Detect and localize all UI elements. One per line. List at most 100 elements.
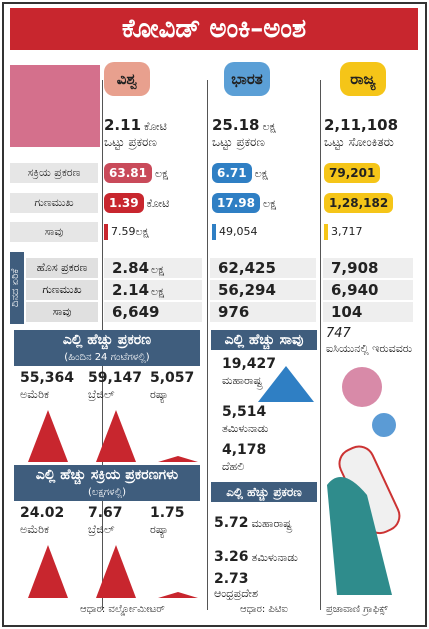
unit: ಲಕ್ಷ [262, 197, 277, 210]
daily-value: 6,940 [323, 280, 413, 300]
daily-value: 2.84 ಲಕ್ಷ [104, 258, 202, 278]
value: 62,425 [218, 259, 276, 277]
daily-value: 62,425 [210, 258, 316, 278]
total-label: ಒಟ್ಟು ಪ್ರಕರಣ [212, 135, 265, 149]
total-unit: ಲಕ್ಷ [262, 120, 276, 133]
column-total: 2,11,108 [324, 116, 398, 134]
cell: 1.39 ಕೋಟಿ [104, 193, 169, 213]
virus-illustration [327, 367, 401, 595]
value: 104 [331, 303, 363, 321]
item-value: 7.67 [88, 505, 123, 521]
item-value: 3.26 [214, 549, 249, 565]
cell: 1,28,182 [324, 193, 396, 213]
cell: 63.81 ಲಕ್ಷ [104, 163, 168, 183]
section-subtitle: (ಲಕ್ಷಗಳಲ್ಲಿ) [14, 485, 200, 501]
triangle [258, 366, 314, 402]
item-place: ಬ್ರೆಜಿಲ್ [88, 388, 115, 401]
item-place: ರಷ್ಯಾ [150, 523, 169, 536]
icu-label: ಐಸಿಯುನಲ್ಲಿ ಇರುವವರು [326, 342, 413, 355]
item-value: 2.73 [214, 571, 249, 587]
glove [327, 477, 392, 595]
item-place: ತಮಿಳುನಾಡು [251, 551, 298, 564]
column-divider [320, 80, 321, 610]
item-place: ರಷ್ಯಾ [150, 388, 169, 401]
item-place: ಬ್ರೆಜಿಲ್ [88, 523, 115, 536]
value: 2.14 [112, 281, 150, 299]
icu-value: 747 [326, 326, 351, 341]
row-label: ಸಾವು [10, 222, 98, 242]
column-total: 25.18 ಲಕ್ಷ [212, 116, 276, 134]
value-bar [324, 224, 328, 240]
daily-value: 976 [210, 302, 316, 322]
item-place: ಮಹಾರಾಷ್ಟ್ರ [222, 374, 263, 387]
value: 56,294 [218, 281, 276, 299]
value: 976 [218, 303, 250, 321]
item-place: ಮಹಾರಾಷ್ಟ್ರ [251, 517, 292, 530]
daily-row-label: ಹೊಸ ಪ್ರಕರಣ [26, 258, 98, 278]
value-bar: 6.71 [212, 163, 252, 183]
column-header: ವಿಶ್ವ [104, 62, 150, 96]
item-value: 1.75 [150, 505, 185, 521]
item-value: 5,514 [222, 404, 267, 420]
column-header: ರಾಜ್ಯ [340, 62, 386, 96]
item: 2.73 ಆಂಧ್ರಪ್ರದೇಶ [214, 568, 258, 601]
value: 49,054 [219, 225, 258, 238]
item-value: 4,178 [222, 442, 267, 458]
unit: ಕೋಟಿ [146, 197, 170, 210]
total-value: 2,11,108 [324, 116, 399, 134]
source: ಆಧಾರ: ವರ್ಲ್ಡೋಮೀಟರ್ [80, 604, 165, 615]
unit: ಲಕ್ಷ [254, 167, 268, 180]
triangle [158, 592, 198, 598]
value: 7,908 [331, 259, 379, 277]
total-value: 2.11 [104, 116, 142, 134]
row-label: ಗುಣಮುಖ [10, 193, 98, 213]
value-bar: 63.81 [104, 163, 152, 183]
daily-row-label: ಸಾವು [26, 302, 98, 322]
daily-value: 7,908 [323, 258, 413, 278]
daily-row-label: ಗುಣಮುಖ [26, 280, 98, 300]
item-place: ಅಮೆರಿಕ [20, 523, 49, 536]
pink-block [10, 65, 100, 147]
item-place: ದೆಹಲಿ [222, 460, 245, 473]
daily-value: 104 [323, 302, 413, 322]
virus [342, 367, 382, 407]
virus [372, 413, 396, 437]
value: 6,940 [331, 281, 379, 299]
value-bar: 79,201 [324, 163, 381, 183]
triangle [28, 410, 68, 462]
section-title: ಎಲ್ಲಿ ಹೆಚ್ಚು ಸಕ್ರಿಯ ಪ್ರಕರಣಗಳು [14, 465, 200, 485]
section-title: ಎಲ್ಲಿ ಹೆಚ್ಚು ಪ್ರಕರಣ [211, 482, 317, 502]
item-value: 5,057 [150, 370, 195, 386]
unit: ಲಕ್ಷ [135, 225, 149, 238]
total-unit: ಕೋಟಿ [144, 120, 167, 133]
column-header: ಭಾರತ [224, 62, 270, 96]
value-bar: 1,28,182 [324, 193, 394, 213]
title: ಕೋವಿಡ್ ಅಂಕಿ–ಅಂಶ [10, 8, 418, 50]
value-bar: 17.98 [212, 193, 260, 213]
total-value: 25.18 [212, 116, 260, 134]
triangle [96, 410, 136, 462]
daily-value: 6,649 [104, 302, 202, 322]
item: 3.26 ತಮಿಳುನಾಡು [214, 546, 298, 565]
triangle [158, 456, 198, 462]
daily-label: ದಿನದ ಏರಿಕೆ [10, 252, 24, 324]
item-place: ಅಮೆರಿಕ [20, 388, 49, 401]
cell: 3,717 [324, 222, 363, 242]
total-label: ಒಟ್ಟು ಪ್ರಕರಣ [104, 135, 157, 149]
value-bar [104, 224, 108, 240]
value: 6,649 [112, 303, 160, 321]
item-value: 55,364 [20, 370, 75, 386]
triangle [96, 545, 136, 598]
value-bar: 1.39 [104, 193, 144, 213]
column-divider [207, 80, 208, 610]
item-place: ತಮಿಳುನಾಡು [222, 422, 269, 435]
credit: ಪ್ರಜಾವಾಣಿ ಗ್ರಾಫಿಕ್ಸ್ [326, 604, 388, 615]
value: 7.59 [111, 225, 136, 238]
total-label: ಒಟ್ಟು ಸೋಂಕಿತರು [324, 135, 394, 149]
section-title: ಎಲ್ಲಿ ಹೆಚ್ಚು ಪ್ರಕರಣ [14, 330, 200, 350]
row-label: ಸಕ್ರಿಯ ಪ್ರಕರಣ [10, 163, 98, 183]
value-bar [212, 224, 216, 240]
column-total: 2.11 ಕೋಟಿ [104, 116, 167, 134]
